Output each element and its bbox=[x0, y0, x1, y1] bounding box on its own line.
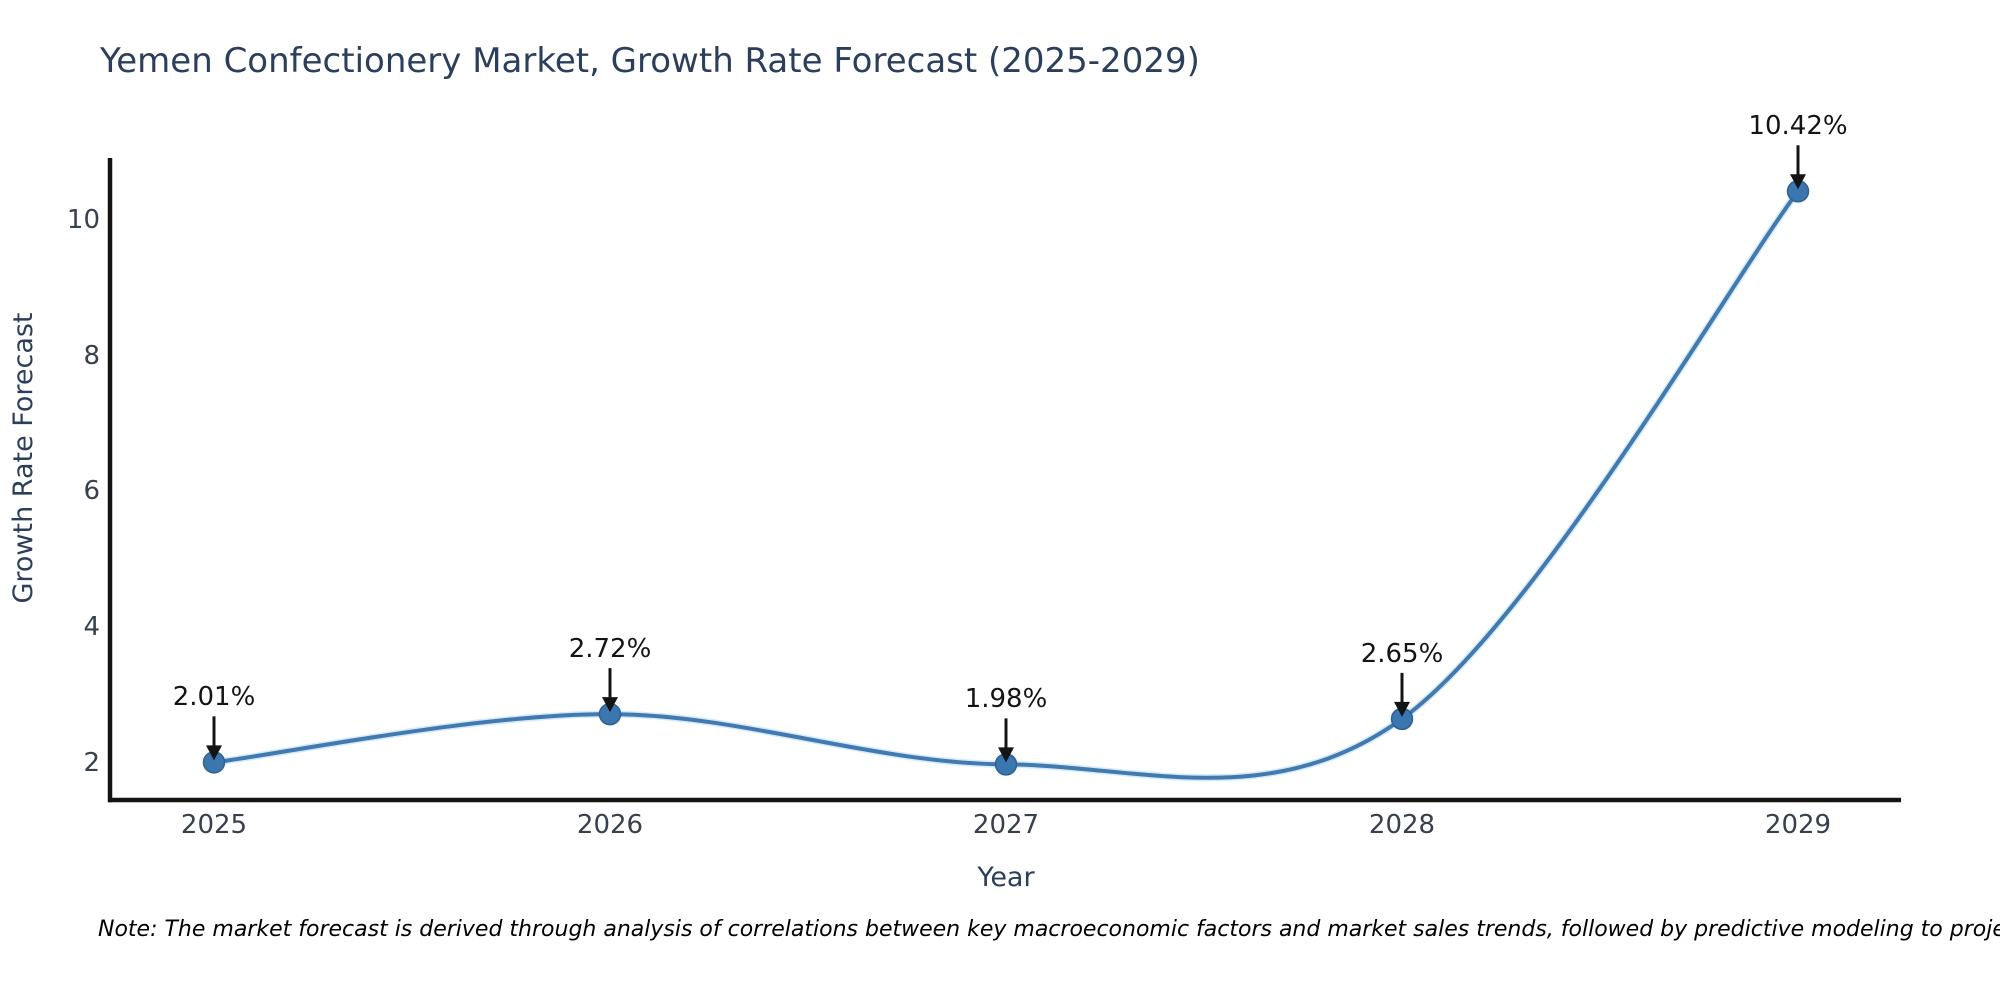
annotation-arrow-head bbox=[1790, 174, 1806, 190]
annotation-arrow-head bbox=[1394, 701, 1410, 717]
point-annotation: 10.42% bbox=[1748, 111, 1848, 142]
y-tick-label: 2 bbox=[83, 748, 100, 778]
point-annotation: 2.72% bbox=[568, 634, 652, 665]
y-tick-label: 4 bbox=[83, 612, 100, 643]
y-tick-label: 8 bbox=[83, 340, 100, 371]
x-tick-label: 2027 bbox=[972, 810, 1040, 840]
annotation-arrow-head bbox=[602, 697, 618, 713]
chart-title: Yemen Confectionery Market, Growth Rate … bbox=[100, 41, 1200, 81]
point-annotation: 1.98% bbox=[964, 684, 1048, 715]
y-tick-label: 6 bbox=[83, 476, 100, 507]
x-tick-label: 2029 bbox=[1764, 810, 1832, 840]
annotation-arrow-head bbox=[998, 747, 1014, 763]
y-axis-title: Growth Rate Forecast bbox=[8, 312, 39, 604]
series-line bbox=[212, 189, 1800, 780]
x-tick-label: 2028 bbox=[1368, 810, 1436, 840]
x-tick-label: 2025 bbox=[180, 810, 248, 840]
y-tick-label: 10 bbox=[66, 204, 100, 235]
x-axis-title: Year bbox=[977, 862, 1035, 893]
x-tick-label: 2026 bbox=[576, 810, 644, 840]
footnote: Note: The market forecast is derived thr… bbox=[98, 917, 2000, 942]
point-annotation: 2.01% bbox=[172, 682, 256, 713]
point-annotation: 2.65% bbox=[1360, 638, 1444, 669]
annotation-arrow-head bbox=[206, 745, 222, 761]
